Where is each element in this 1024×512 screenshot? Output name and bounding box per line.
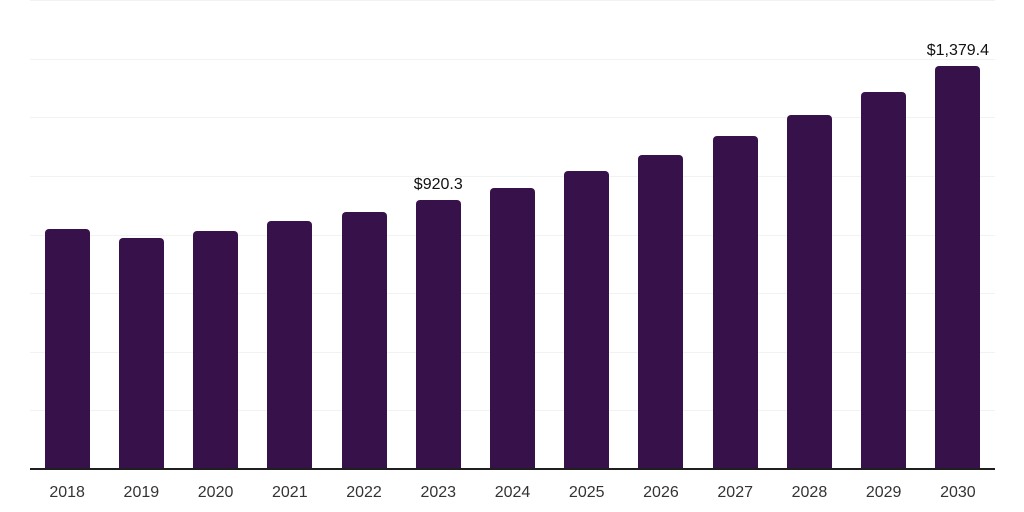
gridline-1600 xyxy=(30,0,995,1)
x-tick-label-2022: 2022 xyxy=(346,484,382,501)
bar-2019 xyxy=(118,237,164,468)
bar-value-label-2030: $1,379.4 xyxy=(926,41,990,59)
bar-2022 xyxy=(341,211,387,468)
bar-2028 xyxy=(786,115,832,468)
bar-2020 xyxy=(193,231,239,468)
x-tick-label-2019: 2019 xyxy=(123,484,160,501)
bar-2025 xyxy=(564,171,610,468)
bar-2024 xyxy=(490,187,535,468)
x-tick-label-2028: 2028 xyxy=(791,484,828,501)
x-tick-label-2023: 2023 xyxy=(420,484,457,501)
gridline-1400 xyxy=(30,58,995,60)
bar-2029 xyxy=(861,91,907,468)
bar-value-label-2023: $920.3 xyxy=(413,176,463,194)
bar-2023 xyxy=(415,200,461,468)
x-tick-label-2026: 2026 xyxy=(643,484,679,501)
bar-2030 xyxy=(935,65,981,468)
plot-area: $920.3 $1,379.4 xyxy=(30,0,995,470)
bar-2026 xyxy=(638,154,684,468)
bar-2018 xyxy=(44,229,90,468)
bar-2021 xyxy=(267,220,313,468)
gridline-1000 xyxy=(30,175,995,177)
x-tick-label-2029: 2029 xyxy=(865,484,902,501)
x-tick-label-2025: 2025 xyxy=(568,484,605,501)
bar-2027 xyxy=(712,136,758,468)
x-tick-label-2021: 2021 xyxy=(272,484,308,501)
x-tick-label-2027: 2027 xyxy=(717,484,753,501)
x-tick-label-2020: 2020 xyxy=(197,484,234,501)
x-tick-label-2018: 2018 xyxy=(49,484,85,501)
x-tick-label-2030: 2030 xyxy=(940,484,976,501)
x-tick-label-2024: 2024 xyxy=(494,484,531,501)
x-axis-line xyxy=(30,468,995,470)
gridline-1200 xyxy=(30,117,995,119)
